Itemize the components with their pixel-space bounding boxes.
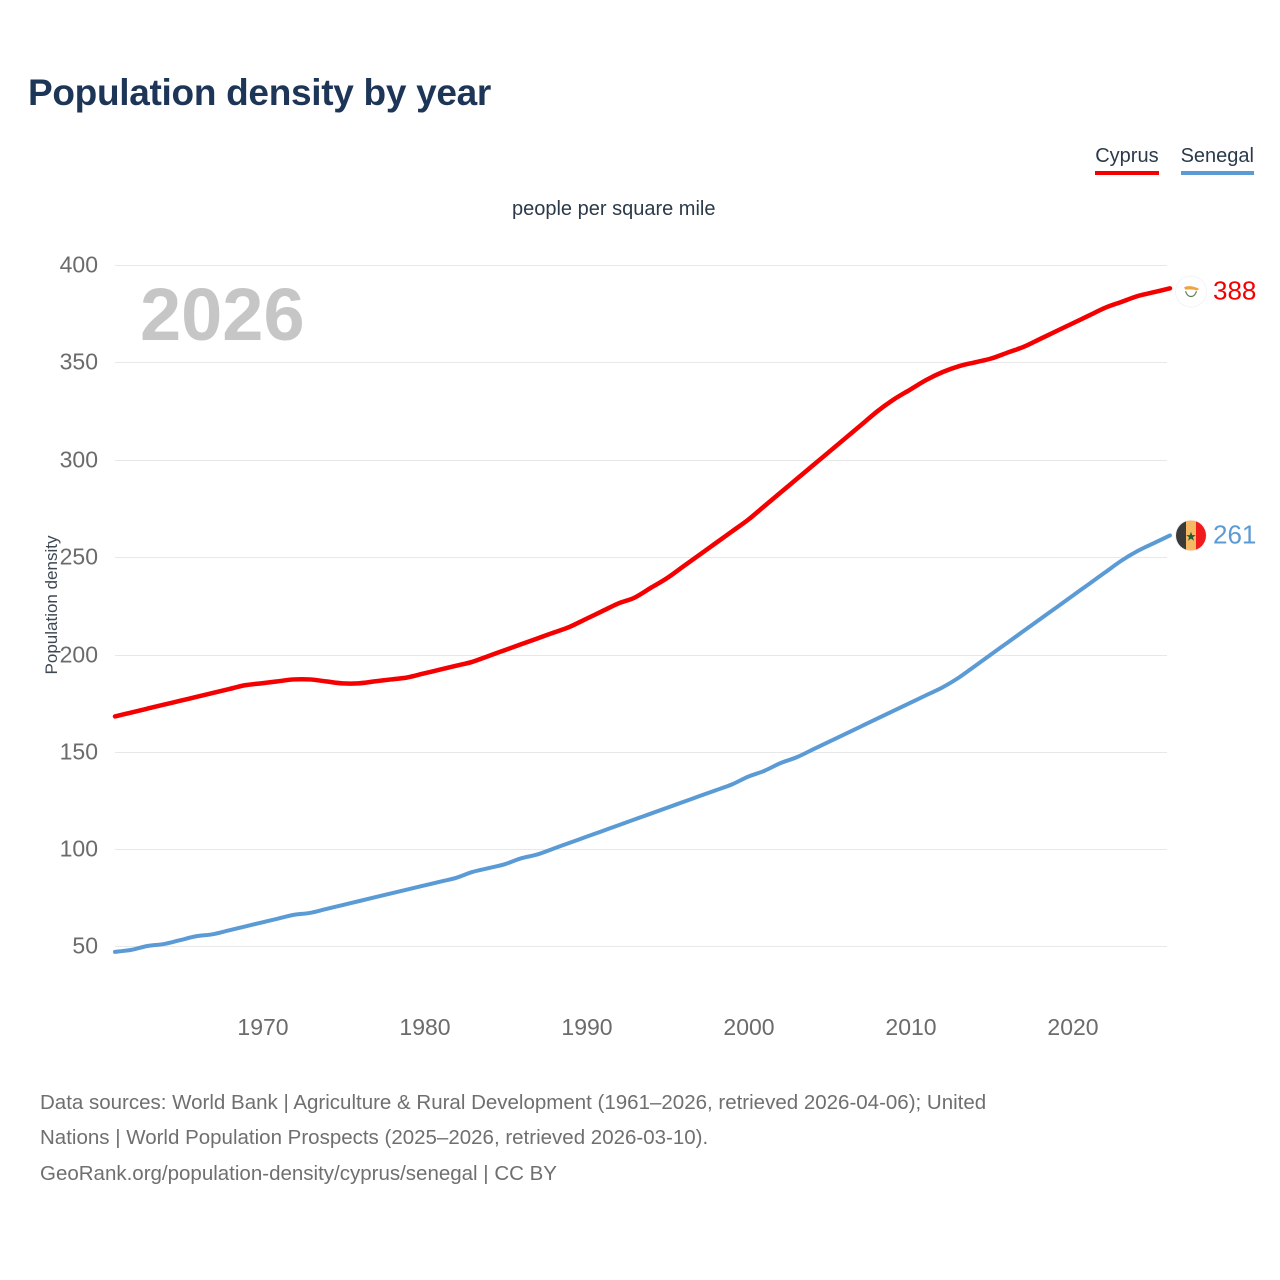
legend-item-senegal[interactable]: Senegal	[1180, 145, 1254, 175]
end-value-senegal: 261	[1213, 519, 1257, 550]
x-tick-label: 1980	[399, 1014, 451, 1040]
legend-label-cyprus: Cyprus	[1095, 145, 1159, 167]
gridline	[115, 460, 1167, 461]
plot-area: 2026 Population density 400 350 300 250 …	[42, 251, 1256, 1041]
gridline	[115, 265, 1167, 266]
footer-line-2: Nations | World Population Prospects (20…	[40, 1126, 709, 1150]
y-tick-label: 400	[59, 251, 98, 278]
end-marker-cyprus: 388	[1176, 276, 1256, 307]
gridline	[115, 655, 1167, 656]
x-tick-label: 2010	[885, 1014, 937, 1040]
page-title: Population density by year	[28, 72, 492, 113]
gridline	[115, 362, 1167, 363]
x-tick-label: 1970	[237, 1014, 289, 1040]
y-tick-label: 50	[72, 932, 98, 959]
gridline	[115, 557, 1167, 558]
footer-line-1: Data sources: World Bank | Agriculture &…	[40, 1091, 987, 1114]
series-lines	[112, 286, 1173, 954]
x-tick-label: 1990	[561, 1014, 613, 1040]
legend-label-senegal: Senegal	[1180, 145, 1254, 167]
x-tick-label: 2000	[723, 1014, 775, 1040]
y-tick-label: 350	[59, 348, 98, 375]
gridline	[115, 946, 1167, 947]
y-tick-label: 300	[59, 446, 98, 473]
watermark-year: 2026	[140, 273, 305, 356]
y-tick-label: 150	[59, 738, 98, 765]
gridline	[115, 849, 1167, 850]
gridline	[115, 752, 1167, 753]
chart-subtitle: people per square mile	[512, 198, 716, 220]
y-tick-label: 200	[59, 641, 98, 668]
cyprus-flag-icon	[1176, 276, 1206, 306]
series-line-cyprus[interactable]	[112, 286, 1173, 719]
chart-legend: Cyprus Senegal	[1095, 145, 1254, 175]
legend-item-cyprus[interactable]: Cyprus	[1095, 145, 1159, 175]
y-tick-label: 100	[59, 835, 98, 862]
senegal-flag-icon	[1176, 520, 1206, 550]
x-tick-label: 2020	[1047, 1014, 1099, 1040]
legend-color-swatch-senegal	[1180, 171, 1254, 175]
legend-color-swatch-cyprus	[1095, 171, 1159, 175]
footer-line-3: GeoRank.org/population-density/cyprus/se…	[40, 1161, 557, 1185]
y-tick-label: 250	[59, 543, 98, 570]
end-value-cyprus: 388	[1213, 275, 1257, 306]
series-line-senegal[interactable]	[113, 533, 1172, 954]
end-marker-senegal: 261	[1176, 520, 1256, 551]
footer-credits: Data sources: World Bank | Agriculture &…	[40, 1085, 1255, 1191]
